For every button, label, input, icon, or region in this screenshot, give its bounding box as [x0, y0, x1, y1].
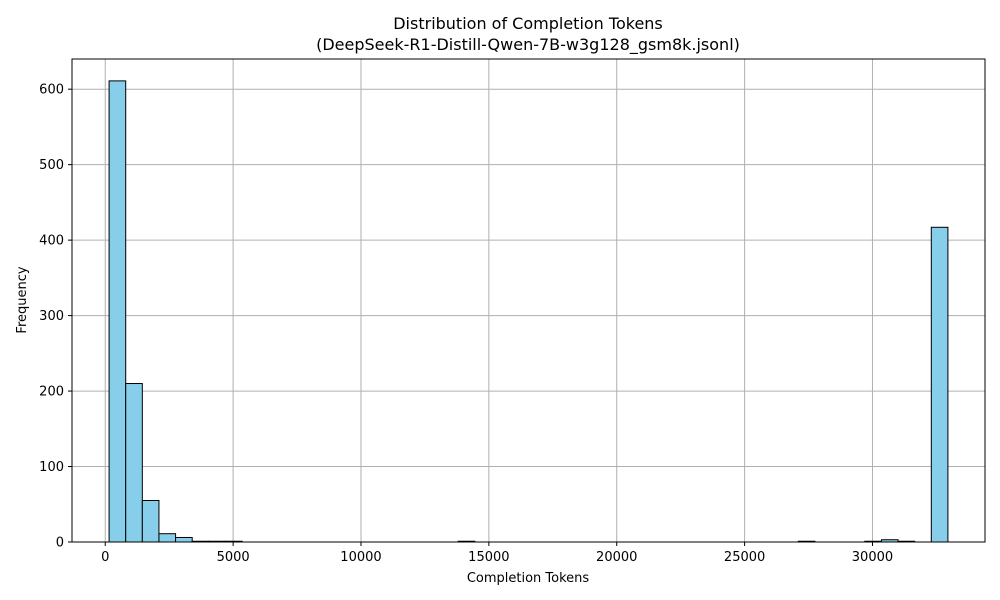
- y-tick-label: 100: [39, 460, 64, 475]
- y-tick-label: 0: [56, 536, 64, 551]
- chart-title-line-2: (DeepSeek-R1-Distill-Qwen-7B-w3g128_gsm8…: [316, 35, 740, 55]
- y-tick-label: 300: [39, 309, 64, 324]
- x-tick-label: 5000: [217, 550, 250, 565]
- histogram-bar: [141, 499, 160, 543]
- plot-frame: [71, 58, 986, 543]
- x-tick-label: 20000: [596, 550, 637, 565]
- histogram-bar: [108, 80, 127, 543]
- y-tick-label: 600: [39, 83, 64, 98]
- x-tick-label: 30000: [852, 550, 893, 565]
- y-axis-label: Frequency: [15, 266, 30, 333]
- x-tick-label: 0: [101, 550, 109, 565]
- x-tick-label: 25000: [724, 550, 765, 565]
- histogram-bars: [108, 80, 949, 543]
- histogram-bar: [175, 536, 193, 543]
- x-tick-label: 10000: [340, 550, 381, 565]
- y-tick-label: 400: [39, 234, 64, 249]
- histogram-bar: [158, 533, 177, 543]
- y-tick-label: 200: [39, 385, 64, 400]
- x-tick-label: 15000: [468, 550, 509, 565]
- chart-title-line-1: Distribution of Completion Tokens: [393, 14, 663, 33]
- grid-lines: [72, 59, 985, 543]
- histogram-bar: [930, 226, 949, 543]
- axis-ticks: 0 5000 10000 15000 20000 25000 30000 0 100 200 300…: [39, 83, 893, 565]
- histogram-bar: [125, 383, 143, 543]
- y-tick-label: 500: [39, 158, 64, 173]
- x-axis-label: Completion Tokens: [467, 571, 590, 586]
